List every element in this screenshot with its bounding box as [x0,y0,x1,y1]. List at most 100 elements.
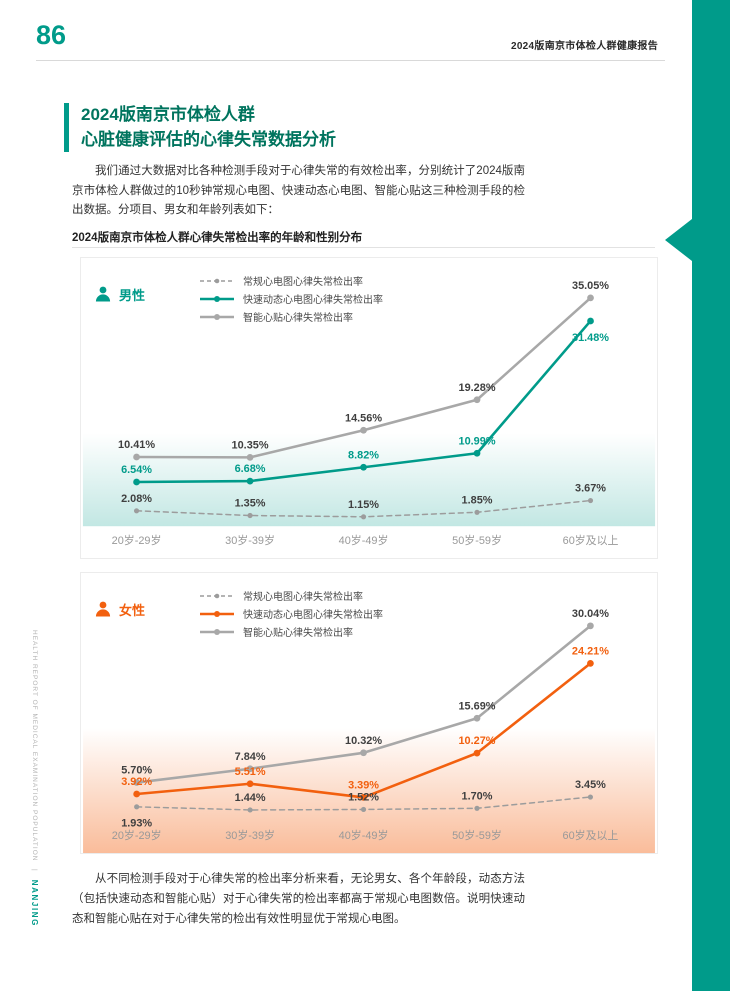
legend-label: 快速动态心电图心律失常检出率 [243,610,383,621]
legend-item: 智能心贴心律失常检出率 [199,309,383,324]
page-number: 86 [36,20,67,50]
legend-line-sample [200,593,234,598]
legend-item: 快速动态心电图心律失常检出率 [199,291,383,306]
data-point [473,449,481,457]
value-label: 3.45% [575,779,606,791]
value-label: 10.99% [459,435,496,447]
data-point [587,622,594,630]
data-point [587,794,593,800]
legend-label: 常规心电图心律失常检出率 [243,592,363,603]
data-point [133,453,140,461]
female-label: 女性 [119,602,146,618]
x-axis-label: 40岁-49岁 [339,533,389,547]
value-label: 8.82% [348,449,379,461]
value-label: 2.08% [121,493,152,505]
legend-label: 智能心贴心律失常检出率 [243,313,353,324]
data-point [473,714,481,722]
value-label: 5.51% [235,766,266,778]
value-label: 1.93% [121,818,152,830]
value-label: 10.32% [345,735,382,747]
report-header: 2024版南京市体检人群健康报告 [510,41,658,52]
section-title-line2: 心脏健康评估的心律失常数据分析 [81,129,336,149]
data-point [246,477,254,485]
legend-line-sample [200,295,234,302]
legend-item: 智能心贴心律失常检出率 [199,624,383,639]
x-axis-label: 20岁-29岁 [112,533,162,547]
legend-label: 快速动态心电图心律失常检出率 [243,295,383,306]
male-person-icon [93,284,113,304]
male-chart: 20岁-29岁 30岁-39岁 40岁-49岁 50岁-59岁 60岁及以上 2.08% 1… [80,257,658,559]
data-point [133,779,141,786]
value-label: 3.92% [121,776,152,788]
section-title-line1: 2024版南京市体检人群 [81,105,255,124]
data-point [246,780,254,788]
value-label: 31.48% [572,332,609,344]
value-label: 6.68% [235,463,266,475]
header-divider [36,60,665,61]
data-point [473,396,481,404]
side-separator: | [31,869,38,872]
data-point [360,806,367,813]
gradient-band [82,432,656,527]
female-chart: 20岁-29岁 30岁-39岁 40岁-49岁 50岁-59岁 60岁及以上 1.93% 1… [80,572,658,854]
data-point [360,794,367,801]
male-badge: 男性 [93,284,145,304]
data-point [247,512,253,519]
value-label: 3.67% [575,483,606,495]
right-accent-band [692,0,730,991]
x-axis-label: 30岁-39岁 [225,828,275,842]
value-label: 1.15% [348,499,379,511]
chart-section-subtitle: 2024版南京市体检人群心律失常检出率的年龄和性别分布 [72,232,363,244]
female-badge: 女性 [93,599,145,619]
side-vertical-text: HEALTH REPORT OF MEDICAL EXAMINATION POP… [30,630,39,980]
data-point [134,804,140,810]
value-label: 5.70% [121,765,152,777]
x-axis-label: 50岁-59岁 [452,828,502,842]
data-point [246,765,254,773]
data-point [587,497,594,504]
value-label: 15.69% [458,700,495,712]
side-text: HEALTH REPORT OF MEDICAL EXAMINATION POP… [31,630,38,862]
value-label: 24.21% [572,645,609,657]
data-point [246,454,254,461]
data-point [360,514,367,520]
data-point [587,317,594,325]
side-brand: NANJING [30,879,39,927]
male-chart-legend: 常规心电图心律失常检出率快速动态心电图心律失常检出率 智能心贴心律失常检出率 [199,273,383,324]
data-point [133,478,140,486]
data-point [360,426,367,434]
intro-paragraph: 我们通过大数据对比各种检测手段对于心律失常的有效检出率，分别统计了2024版南京… [72,165,525,217]
data-point [133,790,141,798]
legend-label: 常规心电图心律失常检出率 [243,277,363,288]
legend-item: 常规心电图心律失常检出率 [199,588,383,603]
value-label: 1.85% [462,494,493,506]
x-axis-label: 30岁-39岁 [225,533,275,547]
data-point [587,659,594,667]
legend-label: 智能心贴心律失常检出率 [243,628,353,639]
accent-arrow-icon [665,219,692,261]
value-label: 6.54% [121,464,152,476]
x-axis-label: 50岁-59岁 [452,533,502,547]
value-label: 3.39% [348,779,379,791]
legend-line-sample [200,313,234,320]
value-label: 1.44% [235,792,266,804]
x-axis-label: 60岁及以上 [563,533,619,547]
value-label: 10.35% [232,439,269,451]
data-point [360,749,367,757]
section-title: 2024版南京市体检人群 心脏健康评估的心律失常数据分析 [64,103,336,153]
legend-line-sample [200,628,234,635]
value-label: 35.05% [572,280,609,292]
legend-line-sample [200,610,234,617]
x-axis-label: 20岁-29岁 [112,828,162,842]
legend-line-sample [200,278,234,283]
value-label: 30.04% [572,608,609,620]
value-label: 14.56% [345,412,382,424]
male-chart-plot: 20岁-29岁 30岁-39岁 40岁-49岁 50岁-59岁 60岁及以上 2.08% 1… [82,280,656,547]
value-label: 10.41% [118,439,155,451]
female-chart-legend: 常规心电图心律失常检出率快速动态心电图心律失常检出率 智能心贴心律失常检出率 [199,588,383,639]
data-point [474,805,480,811]
x-axis-label: 60岁及以上 [563,828,619,842]
conclusion-paragraph: 从不同检测手段对于心律失常的检出率分析来看，无论男女、各个年龄段，动态方法（包括… [72,873,525,926]
value-label: 7.84% [235,751,266,763]
